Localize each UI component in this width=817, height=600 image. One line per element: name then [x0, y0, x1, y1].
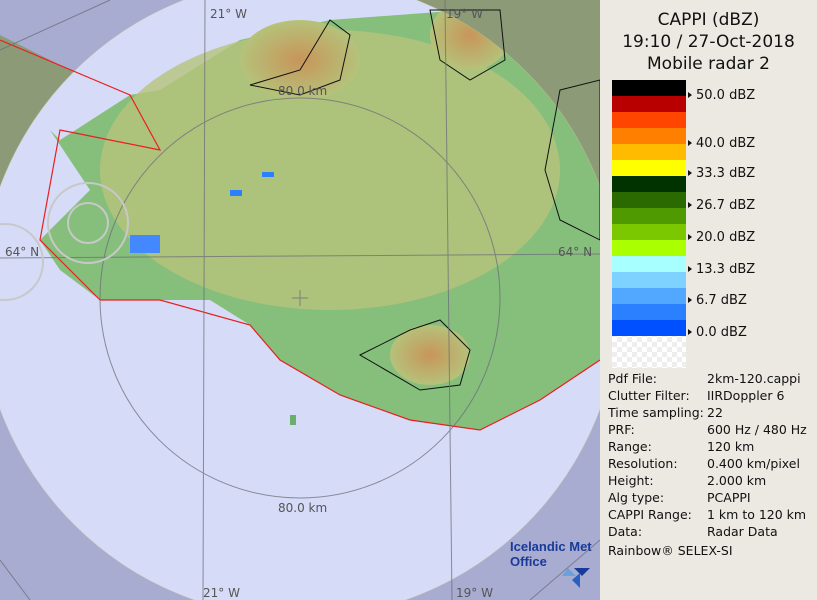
- radar-map[interactable]: 21° W 19° W 21° W 19° W 64° N 64° N 80.0…: [0, 0, 600, 600]
- legend-swatch: [612, 144, 686, 160]
- legend-swatch: [612, 336, 686, 368]
- svg-text:Icelandic Met: Icelandic Met: [510, 539, 592, 554]
- credit: Rainbow® SELEX-SI: [608, 543, 733, 558]
- info-row: Resolution: 0.400 km/pixel: [608, 455, 807, 472]
- legend-swatch: [612, 128, 686, 144]
- range-label: 80.0 km: [278, 84, 327, 98]
- legend-label: 50.0 dBZ: [688, 88, 755, 103]
- info-key: CAPPI Range:: [608, 507, 692, 522]
- legend-swatch: [612, 176, 686, 192]
- info-value: 22: [707, 405, 723, 420]
- info-key: Time sampling:: [608, 405, 704, 420]
- range-label: 80.0 km: [278, 501, 327, 515]
- legend-swatch: [612, 208, 686, 224]
- legend-label: 6.7 dBZ: [688, 293, 747, 308]
- info-row: Clutter Filter: IIRDoppler 6: [608, 387, 807, 404]
- info-value: 0.400 km/pixel: [707, 456, 800, 471]
- info-row: Height: 2.000 km: [608, 472, 807, 489]
- info-row: Time sampling: 22: [608, 404, 807, 421]
- info-row: Alg type: PCAPPI: [608, 489, 807, 506]
- legend-swatch: [612, 80, 686, 96]
- info-row: Pdf File: 2km-120.cappi: [608, 370, 807, 387]
- info-row: Data: Radar Data: [608, 523, 807, 540]
- range-ring-80km: [99, 97, 501, 499]
- legend-panel: CAPPI (dBZ) 19:10 / 27-Oct-2018 Mobile r…: [600, 0, 817, 600]
- legend-swatch: [612, 272, 686, 288]
- info-value: 1 km to 120 km: [707, 507, 807, 522]
- product-title: CAPPI (dBZ): [657, 10, 760, 30]
- legend-label: 20.0 dBZ: [688, 230, 755, 245]
- lon-label: 19° W: [456, 586, 493, 600]
- info-value: 600 Hz / 480 Hz: [707, 422, 807, 437]
- info-value: 2.000 km: [707, 473, 767, 488]
- legend-swatch: [612, 288, 686, 304]
- lon-label: 19° W: [446, 7, 483, 21]
- legend-swatch: [612, 160, 686, 176]
- echo: [130, 235, 160, 253]
- legend-swatch: [612, 256, 686, 272]
- info-value: PCAPPI: [707, 490, 751, 505]
- info-value: IIRDoppler 6: [707, 388, 785, 403]
- info-value: Radar Data: [707, 524, 778, 539]
- legend-swatch: [612, 224, 686, 240]
- info-value: 2km-120.cappi: [707, 371, 801, 386]
- info-table: Pdf File: 2km-120.cappi Clutter Filter: IIR…: [608, 370, 807, 559]
- radar-name: Mobile radar 2: [647, 54, 770, 74]
- lat-label: 64° N: [558, 245, 592, 259]
- info-key: Range:: [608, 439, 652, 454]
- echo: [230, 190, 242, 196]
- info-value: 120 km: [707, 439, 755, 454]
- info-row: CAPPI Range: 1 km to 120 km: [608, 506, 807, 523]
- timestamp: 19:10 / 27-Oct-2018: [622, 32, 795, 52]
- info-key: Resolution:: [608, 456, 678, 471]
- info-key: PRF:: [608, 422, 635, 437]
- info-key: Alg type:: [608, 490, 665, 505]
- info-key: Data:: [608, 524, 643, 539]
- legend-label: 26.7 dBZ: [688, 198, 755, 213]
- color-scale: 50.0 dBZ 40.0 dBZ 33.3 dBZ 26.7 dBZ 20.0 dBZ…: [612, 80, 755, 368]
- legend-swatch: [612, 240, 686, 256]
- info-row: Range: 120 km: [608, 438, 807, 455]
- legend-swatch: [612, 304, 686, 320]
- legend-swatch: [612, 112, 686, 128]
- legend-label: 0.0 dBZ: [688, 325, 747, 340]
- lon-label: 21° W: [203, 586, 240, 600]
- legend-swatch: [612, 192, 686, 208]
- legend-label: 33.3 dBZ: [688, 166, 755, 181]
- info-row: PRF: 600 Hz / 480 Hz: [608, 421, 807, 438]
- info-key: Pdf File:: [608, 371, 657, 386]
- lat-label: 64° N: [5, 245, 39, 259]
- info-key: Clutter Filter:: [608, 388, 690, 403]
- info-key: Height:: [608, 473, 654, 488]
- legend-swatch: [612, 320, 686, 336]
- imo-logo: Icelandic Met Office: [510, 539, 592, 588]
- echo: [262, 172, 274, 177]
- legend-label: 13.3 dBZ: [688, 262, 755, 277]
- svg-text:Office: Office: [510, 554, 547, 569]
- legend-swatch: [612, 96, 686, 112]
- legend-label: 40.0 dBZ: [688, 136, 755, 151]
- lon-label: 21° W: [210, 7, 247, 21]
